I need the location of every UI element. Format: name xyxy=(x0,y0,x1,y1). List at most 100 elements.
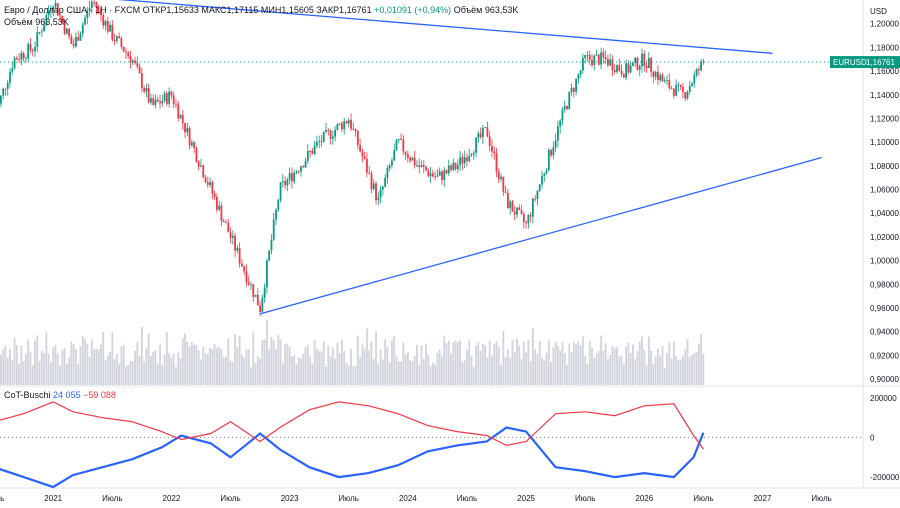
candle-body xyxy=(577,74,580,79)
candle-body xyxy=(286,179,289,186)
volume-bar xyxy=(52,347,55,385)
volume-bar xyxy=(395,356,398,385)
candle-body xyxy=(90,1,93,8)
volume-bar xyxy=(277,334,280,385)
candle-body xyxy=(413,157,416,166)
candle-body xyxy=(179,114,182,119)
candle-body xyxy=(263,287,266,298)
candle-body xyxy=(375,183,377,201)
candle-body xyxy=(520,210,523,214)
volume-bar xyxy=(206,353,209,385)
candle-body xyxy=(288,172,291,180)
candle-body xyxy=(243,266,246,272)
candle-body xyxy=(218,205,221,210)
volume-bar xyxy=(663,368,666,385)
volume-bar xyxy=(409,360,412,385)
candle-body xyxy=(593,55,596,66)
candle-body xyxy=(291,172,293,182)
candle-body xyxy=(45,15,48,26)
candle-body xyxy=(447,165,450,174)
candle-body xyxy=(281,181,284,183)
indicator-name: CoT-Buschi xyxy=(4,390,51,400)
candle-body xyxy=(56,3,59,16)
candle-body xyxy=(402,139,405,152)
candle-body xyxy=(34,47,36,52)
volume-bar xyxy=(156,364,159,385)
candle-body xyxy=(691,83,693,86)
volume-bar xyxy=(336,342,339,385)
candle-body xyxy=(175,103,177,105)
candle-body xyxy=(134,60,136,64)
candle-body xyxy=(582,58,584,71)
candle-body xyxy=(663,80,666,82)
candle-body xyxy=(584,55,587,59)
candle-body xyxy=(393,150,396,161)
volume-bar xyxy=(561,341,564,385)
volume-bar xyxy=(168,353,171,385)
volume-bar xyxy=(261,339,264,385)
volume-bar xyxy=(150,356,152,385)
candle-body xyxy=(609,59,612,66)
volume-bar xyxy=(325,366,327,385)
volume-bar xyxy=(470,355,473,385)
candle-body xyxy=(657,71,659,81)
candle-body xyxy=(459,157,462,166)
volume-bar xyxy=(327,345,330,385)
candle-body xyxy=(445,170,448,174)
volume-bar xyxy=(322,341,325,385)
volume-bar xyxy=(375,331,377,385)
volume-bar xyxy=(179,358,182,385)
candle-body xyxy=(697,69,700,71)
volume-bar xyxy=(429,366,432,385)
candle-body xyxy=(295,171,298,173)
volume-bar xyxy=(670,358,673,385)
volume-bar xyxy=(68,357,71,385)
volume-bar xyxy=(368,350,371,385)
candle-body xyxy=(604,57,607,59)
volume-bar xyxy=(547,340,550,385)
candle-body xyxy=(0,95,2,104)
volume-bar xyxy=(181,337,184,385)
volume-bar xyxy=(90,339,93,385)
volume-bar xyxy=(404,354,407,385)
candle-body xyxy=(181,114,184,124)
volume-bar xyxy=(545,352,548,385)
volume-bar xyxy=(147,333,150,385)
candle-body xyxy=(327,129,330,131)
volume-bar xyxy=(534,348,537,385)
candle-body xyxy=(543,173,546,176)
volume-bar xyxy=(27,339,30,385)
volume-bar xyxy=(675,355,678,385)
volume-bar xyxy=(654,356,657,385)
candle-body xyxy=(270,239,273,251)
volume-bar xyxy=(56,353,59,385)
candle-body xyxy=(686,91,689,99)
candle-body xyxy=(152,98,155,105)
candle-body xyxy=(522,213,525,223)
volume-bar xyxy=(607,358,609,385)
candle-body xyxy=(472,152,475,155)
candle-body xyxy=(338,123,341,125)
indicator-value2: −59 088 xyxy=(83,390,116,400)
candle-body xyxy=(268,250,271,261)
candle-body xyxy=(77,37,80,41)
volume-bar xyxy=(491,356,493,385)
candle-body xyxy=(345,121,348,124)
candle-body xyxy=(302,166,305,168)
volume-bar xyxy=(286,343,289,385)
candle-body xyxy=(463,157,466,164)
candle-body xyxy=(550,150,552,156)
candle-body xyxy=(607,58,609,66)
candle-body xyxy=(470,154,473,156)
candle-body xyxy=(595,55,598,56)
volume-bar xyxy=(452,341,455,385)
candle-body xyxy=(165,93,168,104)
volume-bar xyxy=(577,341,580,385)
currency-label: USD xyxy=(870,7,887,16)
candle-body xyxy=(647,58,650,69)
candle-body xyxy=(79,33,82,41)
volume-bar xyxy=(61,350,64,385)
volume-bar xyxy=(657,348,659,385)
volume-bar xyxy=(175,366,177,385)
